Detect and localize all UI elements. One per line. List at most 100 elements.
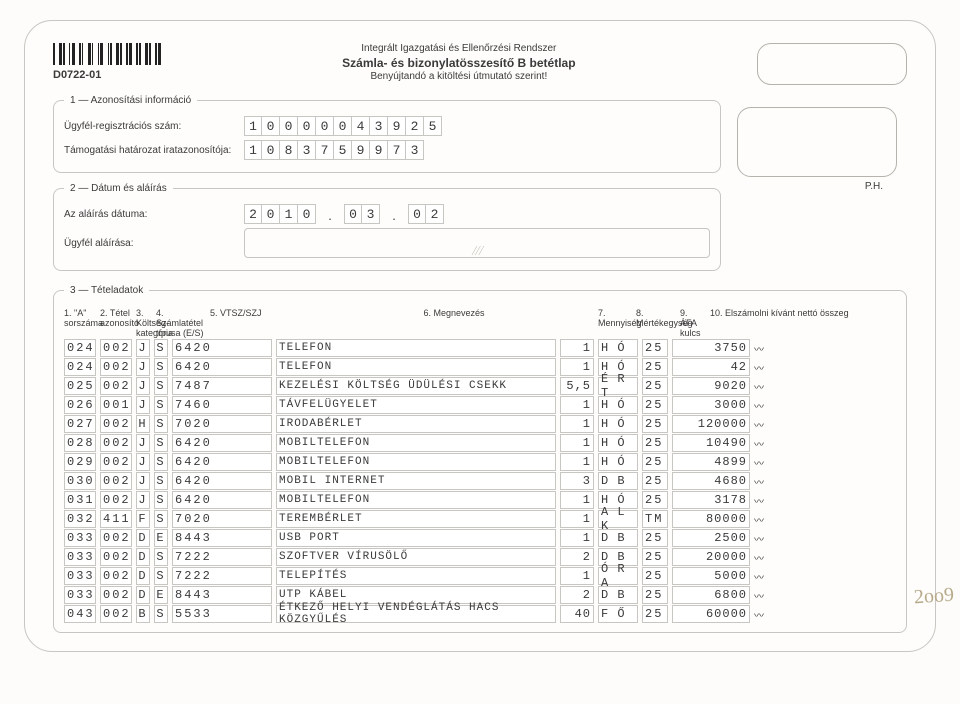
cell-vtsz: 8443 [172,529,272,547]
col-9: 9. ÁFA kulcs [680,308,706,338]
cell-kat: J [136,377,150,395]
cell-mert: H Ó [598,339,638,357]
table-row: 024002JS6420TELEFON1H Ó253750〰 [64,339,896,357]
cell-tetel: 001 [100,396,132,414]
cell-mert: H Ó [598,396,638,414]
col-10: 10. Elszámolni kívánt nettó összeg [710,308,896,338]
table-row: 028002JS6420MOBILTELEFON1H Ó2510490〰 [64,434,896,452]
title-block: Integrált Igazgatási és Ellenőrzési Rend… [173,43,745,83]
char-cell: 0 [408,204,426,224]
cell-menny: 2 [560,586,594,604]
table-row: 027002HS7020IRODABÉRLET1H Ó25120000〰 [64,415,896,433]
cell-megn: MOBILTELEFON [276,453,556,471]
cell-megn: KEZELÉSI KÖLTSÉG ÜDÜLÉSI CSEKK [276,377,556,395]
cell-megn: TELEPÍTÉS [276,567,556,585]
char-cell: 4 [352,116,370,136]
cell-sor: 033 [64,548,96,566]
date-dot1: . [326,208,334,224]
table-row: 026001JS7460TÁVFELÜGYELET1H Ó253000〰 [64,396,896,414]
char-cell: 0 [298,204,316,224]
cell-vtsz: 7020 [172,510,272,528]
cell-tail: 〰 [754,341,780,356]
cell-sor: 029 [64,453,96,471]
table-row: 029002JS6420MOBILTELEFON1H Ó254899〰 [64,453,896,471]
char-cell: 0 [262,140,280,160]
char-cell: 0 [334,116,352,136]
cell-kat: F [136,510,150,528]
cell-megn: SZOFTVER VÍRUSÖLŐ [276,548,556,566]
section-1: 1 — Azonosítási információ Ügyfél-regisz… [53,95,721,173]
cell-kat: D [136,586,150,604]
cell-megn: MOBILTELEFON [276,491,556,509]
cell-menny: 1 [560,358,594,376]
cell-mert: É R T [598,377,638,395]
cell-megn: TEREMBÉRLET [276,510,556,528]
cell-tetel: 002 [100,548,132,566]
cell-tail: 〰 [754,607,780,622]
char-cell: 1 [244,140,262,160]
cell-tip: S [154,472,168,490]
cell-sor: 031 [64,491,96,509]
cell-tip: S [154,491,168,509]
title-line1: Integrált Igazgatási és Ellenőrzési Rend… [173,43,745,56]
cell-tetel: 002 [100,358,132,376]
cell-kat: J [136,453,150,471]
cell-tip: S [154,510,168,528]
cell-tail: 〰 [754,550,780,565]
cell-netto: 3178 [672,491,750,509]
table-row: 033002DS7222TELEPÍTÉS1Ó R A255000〰 [64,567,896,585]
cell-tip: S [154,377,168,395]
section-2-legend: 2 — Dátum és aláírás [64,183,173,194]
char-cell: 1 [244,116,262,136]
cell-tetel: 002 [100,415,132,433]
char-cell: 0 [316,116,334,136]
char-cell: 8 [280,140,298,160]
cell-menny: 40 [560,605,594,623]
cell-vtsz: 6420 [172,491,272,509]
cell-menny: 5,5 [560,377,594,395]
form-sheet: D0722-01 Integrált Igazgatási és Ellenőr… [24,20,936,652]
cell-tail: 〰 [754,455,780,470]
cell-netto: 5000 [672,567,750,585]
cell-netto: 20000 [672,548,750,566]
cell-tetel: 002 [100,567,132,585]
col-7: 7. Mennyiség [598,308,632,338]
cell-afa: 25 [642,529,668,547]
cell-tail: 〰 [754,417,780,432]
cell-menny: 1 [560,339,594,357]
hat-label: Támogatási határozat iratazonosítója: [64,145,234,156]
cell-menny: 1 [560,415,594,433]
char-cell: 0 [344,204,362,224]
cell-tip: S [154,415,168,433]
cell-tail: 〰 [754,493,780,508]
char-cell: 9 [370,140,388,160]
char-cell: 5 [424,116,442,136]
cell-megn: MOBIL INTERNET [276,472,556,490]
char-cell: 9 [388,116,406,136]
cell-kat: J [136,434,150,452]
cell-vtsz: 7222 [172,567,272,585]
cell-afa: 25 [642,339,668,357]
cell-menny: 1 [560,529,594,547]
cell-megn: TELEFON [276,358,556,376]
col-8: 8. Mértékegység [636,308,676,338]
cell-megn: ÉTKEZŐ HELYI VENDÉGLÁTÁS HACS KÖZGYŰLÉS [276,605,556,623]
char-cell: 0 [262,204,280,224]
cell-tail: 〰 [754,379,780,394]
cell-vtsz: 6420 [172,453,272,471]
char-cell: 7 [388,140,406,160]
cell-vtsz: 7460 [172,396,272,414]
cell-sor: 026 [64,396,96,414]
date-month-cells: 03 [344,204,380,224]
cell-afa: 25 [642,548,668,566]
cell-megn: MOBILTELEFON [276,434,556,452]
cell-kat: J [136,396,150,414]
cell-tip: S [154,453,168,471]
cell-tetel: 411 [100,510,132,528]
cell-tail: 〰 [754,512,780,527]
cell-netto: 60000 [672,605,750,623]
date-day-cells: 02 [408,204,444,224]
char-cell: 3 [406,140,424,160]
cell-afa: 25 [642,472,668,490]
cell-vtsz: 7020 [172,415,272,433]
